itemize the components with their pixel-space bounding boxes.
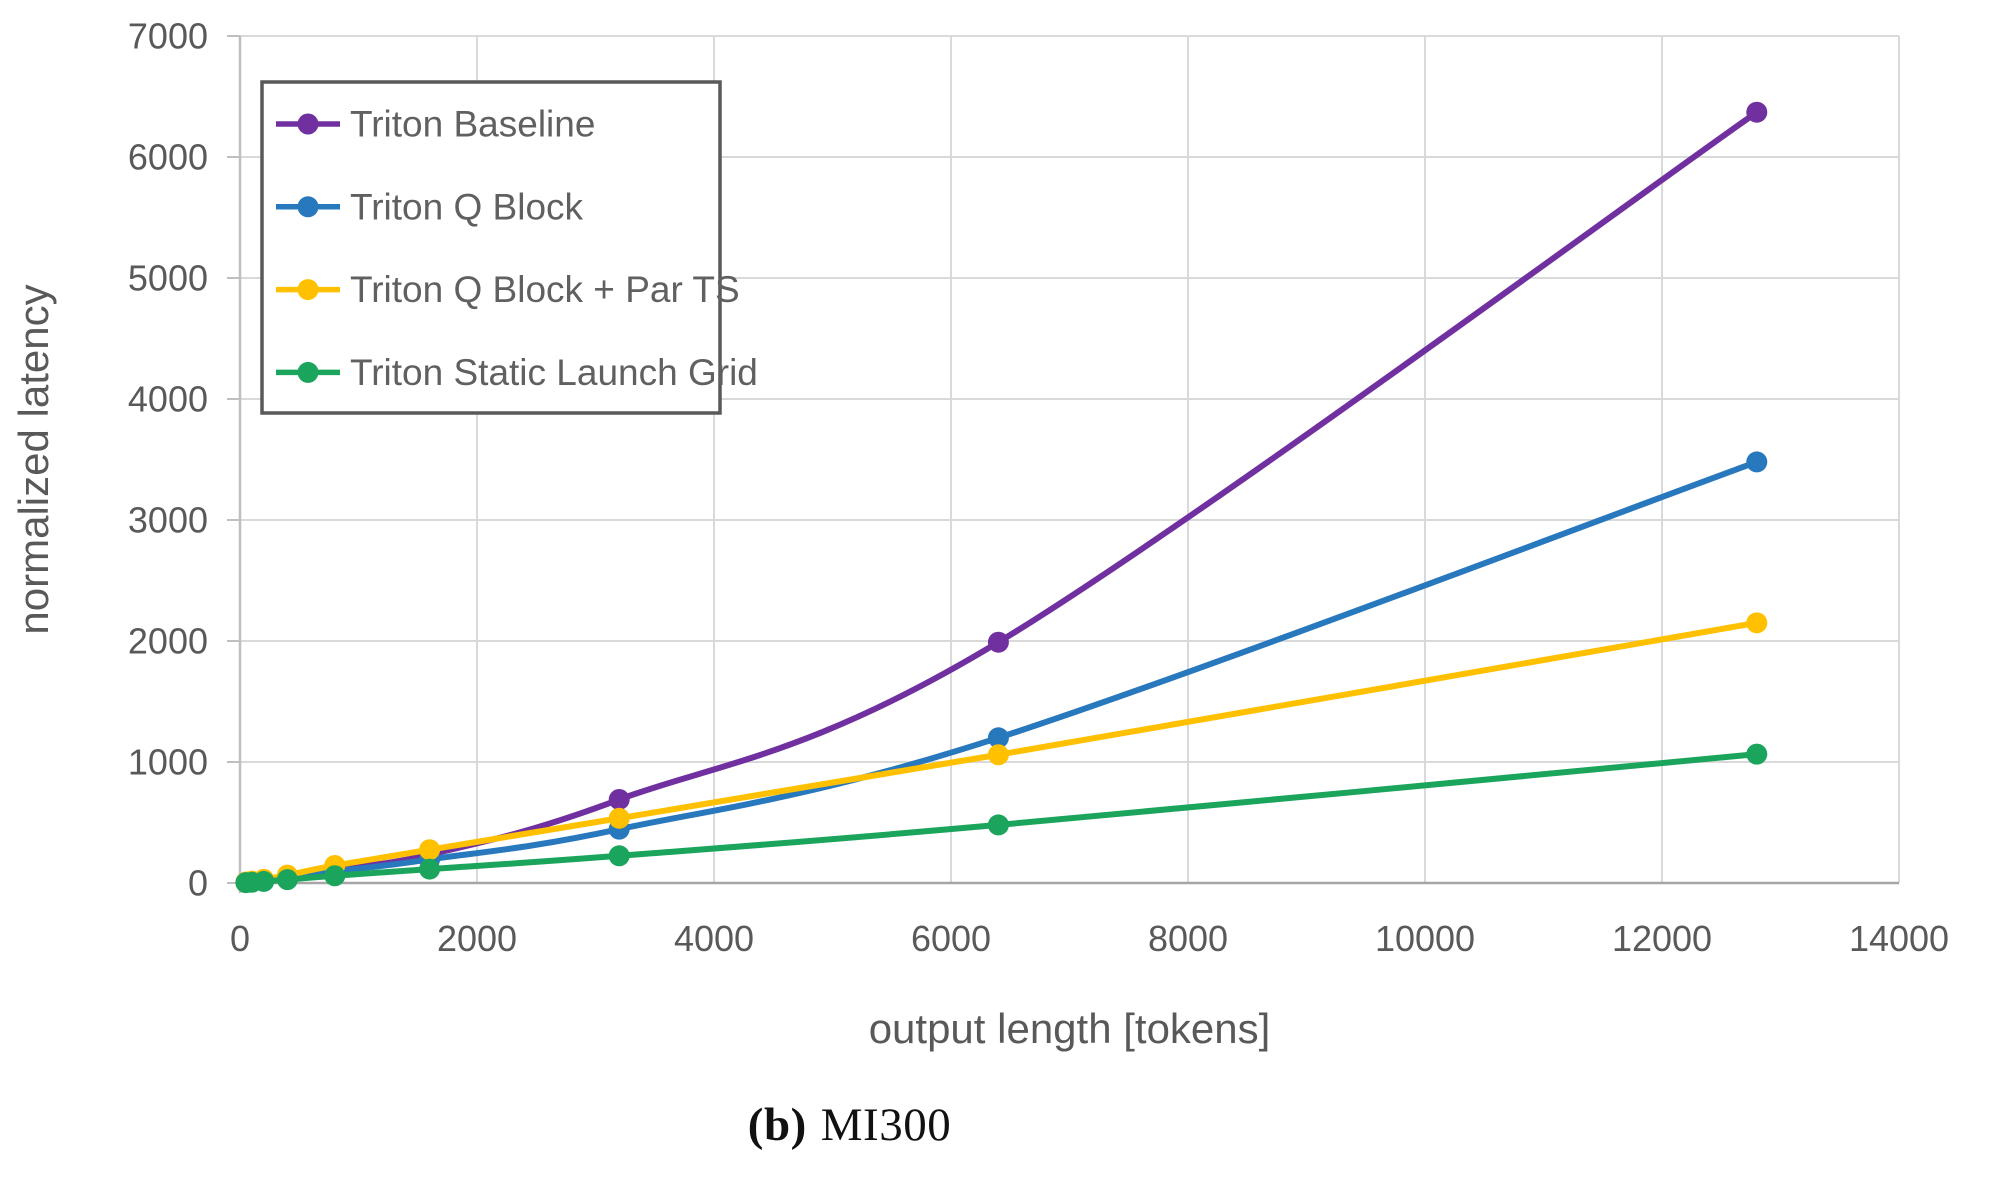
legend-label: Triton Q Block + Par TS bbox=[350, 269, 740, 310]
legend-label: Triton Static Launch Grid bbox=[350, 352, 758, 393]
data-point bbox=[987, 814, 1009, 836]
data-point bbox=[1746, 612, 1768, 634]
x-tick-label: 4000 bbox=[674, 918, 754, 959]
x-axis-title: output length [tokens] bbox=[869, 1005, 1271, 1052]
data-point bbox=[276, 869, 298, 891]
y-tick-label: 2000 bbox=[128, 621, 208, 662]
x-tick-label: 8000 bbox=[1148, 918, 1228, 959]
data-point bbox=[987, 727, 1009, 749]
y-tick-label: 0 bbox=[188, 863, 208, 904]
legend-marker-dot bbox=[297, 196, 319, 218]
line-chart: 0 1000 2000 3000 4000 5000 6000 7000 0 2000 4000 60… bbox=[10, 16, 1949, 1053]
figure-caption: (b) MI300 bbox=[0, 1098, 1849, 1152]
y-axis-title: normalized latency bbox=[10, 284, 57, 634]
data-point bbox=[608, 807, 630, 829]
legend-label: Triton Baseline bbox=[350, 104, 595, 145]
data-point bbox=[1746, 743, 1768, 765]
y-tick-label: 1000 bbox=[128, 742, 208, 783]
x-tick-label: 0 bbox=[230, 918, 250, 959]
legend-marker-dot bbox=[297, 279, 319, 301]
legend-label: Triton Q Block bbox=[350, 186, 584, 227]
x-tick-label: 10000 bbox=[1375, 918, 1475, 959]
caption-text: MI300 bbox=[820, 1099, 952, 1151]
y-tick-label: 3000 bbox=[128, 500, 208, 541]
x-tick-label: 6000 bbox=[911, 918, 991, 959]
data-point bbox=[1746, 101, 1768, 123]
chart-canvas: 0 1000 2000 3000 4000 5000 6000 7000 0 2000 4000 60… bbox=[10, 16, 1949, 1053]
data-point bbox=[1746, 451, 1768, 473]
series-4 bbox=[235, 743, 1768, 894]
y-tick-label: 5000 bbox=[128, 258, 208, 299]
caption-label: (b) bbox=[747, 1099, 807, 1151]
x-tick-label: 12000 bbox=[1612, 918, 1712, 959]
legend-marker-dot bbox=[297, 361, 319, 383]
data-point bbox=[253, 870, 275, 892]
data-point bbox=[419, 858, 441, 880]
legend-marker-dot bbox=[297, 113, 319, 135]
y-tick-label: 7000 bbox=[128, 16, 208, 57]
y-tick-label: 4000 bbox=[128, 379, 208, 420]
series-3 bbox=[235, 612, 1768, 893]
data-point bbox=[324, 865, 346, 887]
legend-item: Triton Baseline bbox=[276, 104, 595, 145]
legend-item: Triton Q Block + Par TS bbox=[276, 269, 740, 310]
data-point bbox=[608, 845, 630, 867]
x-tick-label: 2000 bbox=[437, 918, 517, 959]
legend-item: Triton Q Block bbox=[276, 186, 584, 227]
legend-item: Triton Static Launch Grid bbox=[276, 352, 758, 393]
data-point bbox=[608, 789, 630, 811]
data-point bbox=[987, 631, 1009, 653]
data-point bbox=[987, 744, 1009, 766]
y-tick-label: 6000 bbox=[128, 137, 208, 178]
data-point bbox=[419, 839, 441, 861]
legend-box bbox=[260, 80, 722, 415]
legend: Triton Baseline Triton Q Block Triton Q Bl… bbox=[260, 80, 758, 415]
x-tick-label: 14000 bbox=[1849, 918, 1949, 959]
